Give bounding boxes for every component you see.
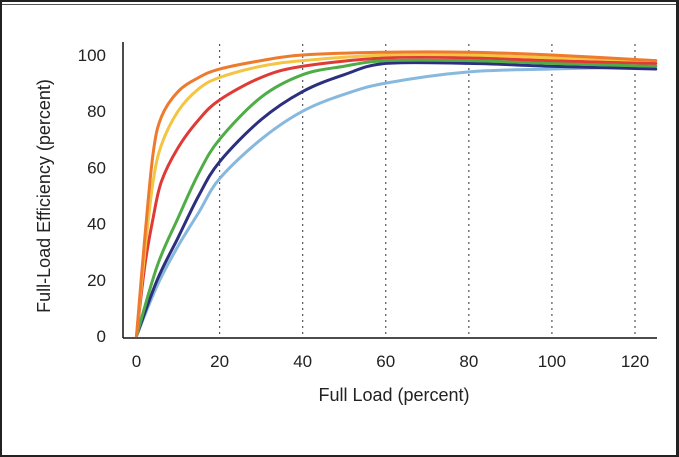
y-axis-label: Full-Load Efficiency (percent) (34, 79, 54, 313)
x-tick-label-100: 100 (538, 352, 566, 371)
tick-labels: 0 20 40 60 80 100 120 0 20 40 60 80 100 (78, 46, 650, 371)
x-tick-label-60: 60 (376, 352, 395, 371)
series-line-2 (135, 52, 658, 338)
x-tick-label-120: 120 (621, 352, 649, 371)
x-axis-label: Full Load (percent) (318, 385, 469, 405)
y-tick-label-0: 0 (97, 327, 106, 346)
x-tick-label-80: 80 (459, 352, 478, 371)
x-tick-label-20: 20 (210, 352, 229, 371)
y-tick-label-60: 60 (87, 158, 106, 177)
gridlines (218, 44, 636, 338)
series-lines (135, 50, 658, 338)
x-tick-label-0: 0 (132, 352, 141, 371)
y-tick-label-40: 40 (87, 215, 106, 234)
y-tick-label-80: 80 (87, 102, 106, 121)
series-line-3 (135, 55, 658, 338)
x-tick-label-40: 40 (293, 352, 312, 371)
y-tick-label-20: 20 (87, 271, 106, 290)
series-line-4 (135, 58, 658, 338)
series-line-5 (135, 60, 658, 338)
series-line-1 (135, 50, 658, 338)
series-line-6 (135, 64, 658, 338)
axes (122, 42, 657, 339)
y-tick-label-100: 100 (78, 46, 106, 65)
